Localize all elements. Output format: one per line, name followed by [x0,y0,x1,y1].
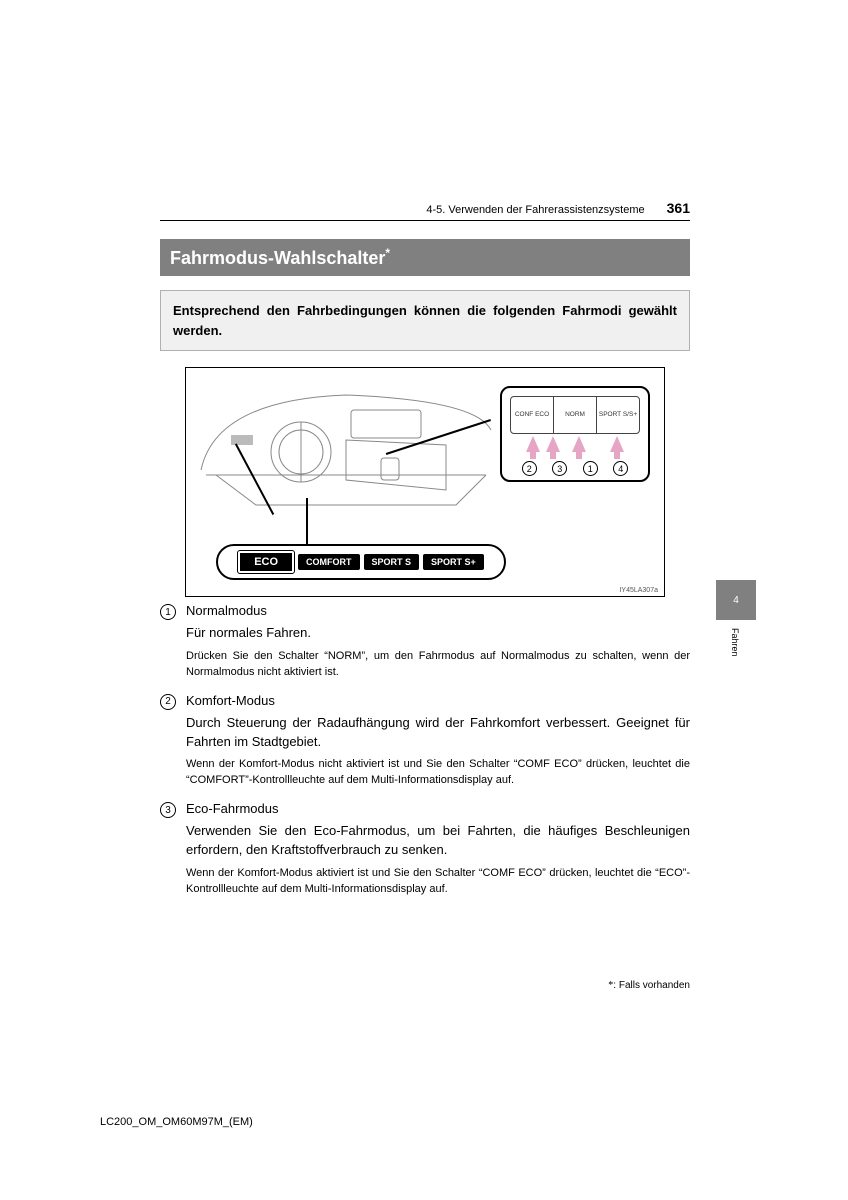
arrow-icon [610,436,624,452]
panel-button-norm: NORM [554,397,597,433]
button-panel-callout: CONF ECO NORM SPORT S/S+ 2 3 1 4 [500,386,650,482]
mode-item: 3 Eco-Fahrmodus Verwenden Sie den Eco-Fa… [160,801,690,898]
mode-note: Drücken Sie den Schalter “NORM”, um den … [186,649,690,681]
dashboard-sketch [196,380,496,510]
footnote: *: Falls vorhanden [608,980,690,991]
page-header: 4-5. Verwenden der Fahrerassistenzsystem… [160,200,690,221]
intro-box: Entsprechend den Fahrbedingungen können … [160,290,690,351]
intro-text: Entsprechend den Fahrbedingungen können … [173,303,677,338]
figure: CONF ECO NORM SPORT S/S+ 2 3 1 4 ECO COM… [185,367,665,597]
page-number: 361 [667,200,690,216]
mode-title: Komfort-Modus [186,693,275,708]
mode-description: Durch Steuerung der Radaufhängung wird d… [186,714,690,752]
arrow-icon [572,436,586,452]
title-marker: * [385,246,390,260]
section-label: 4-5. Verwenden der Fahrerassistenzsystem… [426,204,644,216]
mode-number: 1 [160,604,176,620]
chip-sport-s-plus: SPORT S+ [423,554,484,570]
mode-number: 2 [160,694,176,710]
panel-button-conf-eco: CONF ECO [511,397,554,433]
mode-item: 2 Komfort-Modus Durch Steuerung der Rada… [160,693,690,790]
page-title: Fahrmodus-Wahlschalter [170,248,385,268]
title-bar: Fahrmodus-Wahlschalter* [160,239,690,276]
chip-comfort: COMFORT [298,554,360,570]
panel-button-sport: SPORT S/S+ [597,397,639,433]
mode-display-callout: ECO COMFORT SPORT S SPORT S+ [216,544,506,580]
mode-list: 1 Normalmodus Für normales Fahren. Drück… [160,603,690,898]
arrow-icon [526,436,540,452]
footnote-text: : Falls vorhanden [613,980,690,991]
mode-description: Für normales Fahren. [186,624,690,643]
panel-number: 2 [522,461,537,476]
document-code: LC200_OM_OM60M97M_(EM) [100,1116,253,1128]
mode-description: Verwenden Sie den Eco-Fahrmodus, um bei … [186,822,690,860]
mode-number: 3 [160,802,176,818]
side-tab-number: 4 [733,595,739,606]
callout-line [306,498,308,548]
chip-sport-s: SPORT S [364,554,420,570]
chip-eco: ECO [238,551,294,573]
arrow-icon [546,436,560,452]
mode-note: Wenn der Komfort-Modus nicht aktiviert i… [186,757,690,789]
side-tab-label: Fahren [730,628,740,657]
mode-title: Normalmodus [186,603,267,618]
figure-code: IY45LA307a [619,587,658,594]
mode-note: Wenn der Komfort-Modus aktiviert ist und… [186,866,690,898]
panel-number: 3 [552,461,567,476]
mode-item: 1 Normalmodus Für normales Fahren. Drück… [160,603,690,681]
panel-number: 4 [613,461,628,476]
side-tab: 4 [716,580,756,620]
mode-title: Eco-Fahrmodus [186,801,278,816]
panel-number: 1 [583,461,598,476]
